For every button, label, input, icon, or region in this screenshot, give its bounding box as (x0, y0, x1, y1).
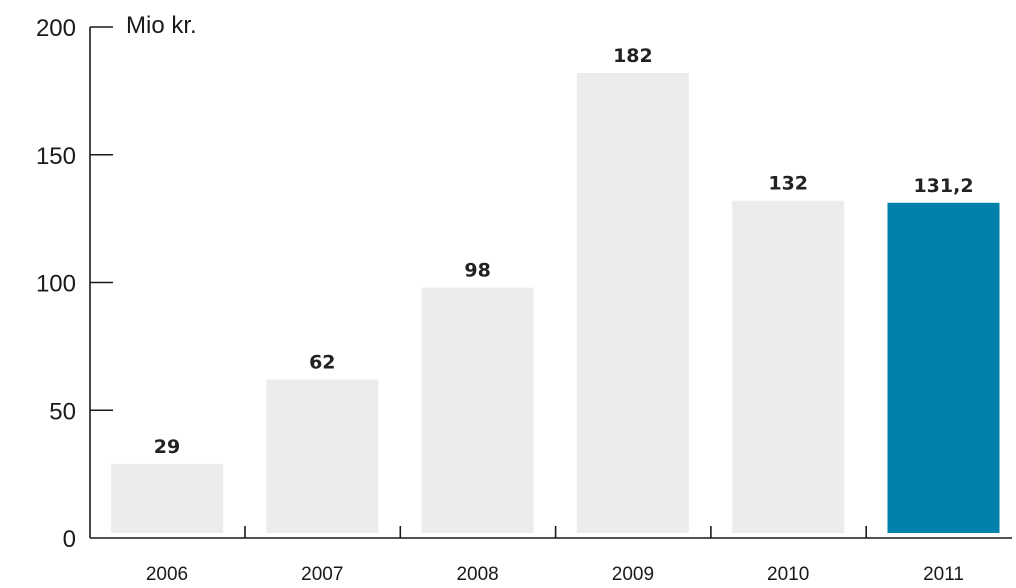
y-tick-label: 0 (63, 526, 76, 553)
y-unit-label: Mio kr. (126, 12, 197, 39)
y-tick-label: 150 (36, 143, 76, 170)
bar-2007 (266, 379, 379, 533)
data-labels: 29 62 98 182 132 131,2 (154, 45, 974, 458)
x-tick-label-2010: 2010 (767, 564, 809, 585)
bar-2009 (576, 72, 689, 534)
data-label-2010: 132 (768, 173, 808, 195)
y-tick-label: 50 (49, 398, 76, 425)
x-tick-label-2007: 2007 (301, 564, 343, 585)
data-label-2008: 98 (464, 260, 490, 282)
bar-2006 (111, 463, 223, 533)
data-label-2009: 182 (613, 45, 653, 67)
x-axis: 2006 2007 2008 2009 2010 2011 (90, 526, 1012, 585)
y-axis: 0 50 100 150 200 (36, 15, 113, 553)
bar-2008 (421, 287, 534, 533)
bar-2011 (887, 202, 1000, 533)
y-tick-label: 100 (36, 271, 76, 298)
x-tick-label-2006: 2006 (146, 564, 188, 585)
bar-2010 (732, 200, 845, 534)
x-tick-label-2011: 2011 (923, 564, 964, 585)
data-label-2007: 62 (309, 352, 335, 374)
data-label-2006: 29 (154, 436, 180, 458)
x-tick-label-2009: 2009 (612, 564, 654, 585)
data-label-2011: 131,2 (913, 175, 973, 197)
y-tick-label: 200 (36, 15, 76, 42)
x-tick-label-2008: 2008 (456, 564, 498, 585)
bars (111, 72, 1000, 534)
